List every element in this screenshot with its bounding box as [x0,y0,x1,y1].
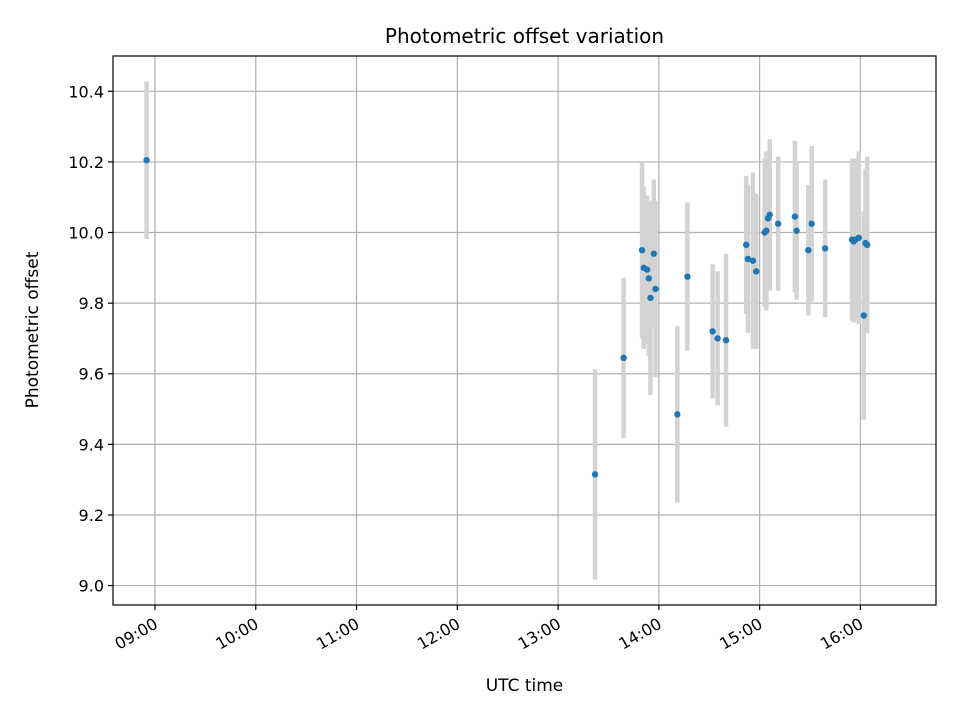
data-point [722,337,730,344]
plot-area-frame [112,55,937,606]
data-points [143,156,871,478]
y-tick-label: 9.0 [79,577,104,596]
y-tick-label: 9.8 [79,294,104,313]
data-point [793,227,800,234]
chart-title: Photometric offset variation [385,24,664,48]
data-point [143,156,150,164]
data-point [753,268,760,275]
y-tick-label: 10.0 [68,224,104,243]
data-point [763,227,770,234]
data-point [684,273,691,280]
data-point [709,328,716,335]
data-point [766,211,773,219]
y-tick-label: 9.6 [79,365,104,384]
data-point [774,220,782,227]
data-point [855,234,862,242]
y-tick-label: 10.4 [68,82,104,101]
data-point [863,241,871,249]
data-point [674,411,681,418]
y-tick-label: 10.2 [68,153,104,172]
data-point [647,294,654,302]
data-point [591,471,599,478]
data-point [650,250,658,257]
data-point [638,246,646,254]
data-point [652,285,659,293]
y-tick-label: 9.2 [79,506,104,525]
data-point [645,275,652,282]
data-point [643,266,651,273]
data-point [791,213,799,220]
y-axis-title: Photometric offset [23,251,43,408]
y-tick-label: 9.4 [79,435,104,454]
data-point [744,255,752,263]
data-point [860,312,867,319]
data-point [743,241,750,249]
data-point [805,246,812,254]
data-point [821,245,829,252]
data-point [749,257,757,264]
x-axis-title: UTC time [486,676,564,696]
data-point [808,220,815,227]
data-point [620,354,627,362]
data-point [714,335,721,342]
